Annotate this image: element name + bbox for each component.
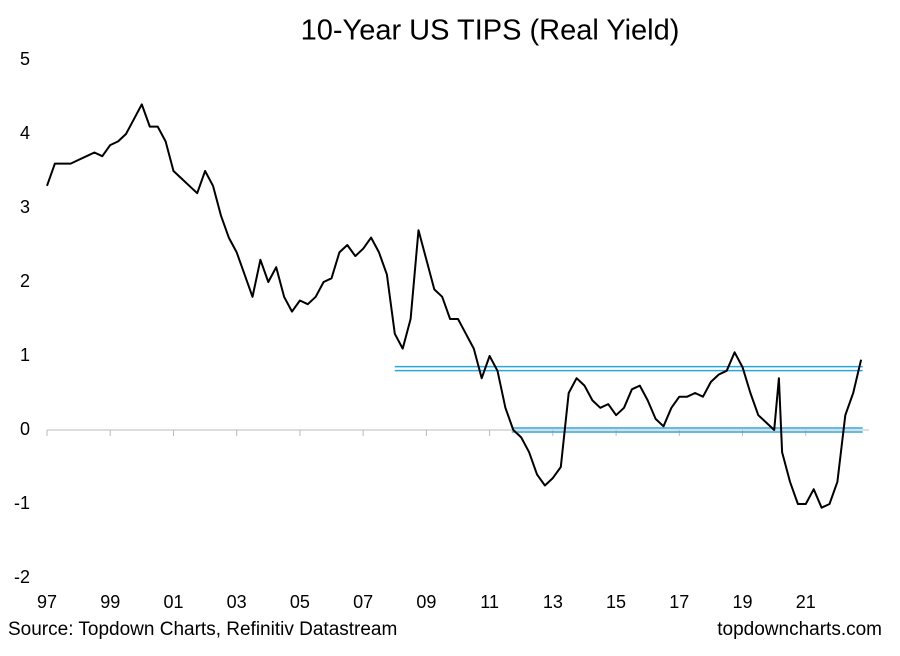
x-tick-label: 07 [353, 592, 373, 612]
x-tick-label: 03 [227, 592, 247, 612]
y-tick-label: -2 [14, 567, 30, 587]
x-tick-label: 01 [163, 592, 183, 612]
x-tick-label: 15 [606, 592, 626, 612]
source: Source: Topdown Charts, Refinitiv Datast… [8, 619, 397, 640]
x-tick-label: 13 [543, 592, 563, 612]
chart-title: 10-Year US TIPS (Real Yield) [301, 15, 680, 47]
x-tick-label: 05 [290, 592, 310, 612]
x-tick-label: 17 [669, 592, 689, 612]
y-tick-label: 2 [20, 271, 30, 291]
line [46, 103, 863, 509]
y-tick-label: 3 [20, 197, 30, 217]
x-tick-label: 11 [480, 592, 499, 612]
x-tick-label: 99 [100, 592, 120, 612]
y-tick-label: 4 [20, 123, 30, 143]
x-tick-label: 19 [733, 592, 753, 612]
y-tick-label: -1 [14, 493, 30, 513]
y-tick-label: 1 [20, 345, 30, 365]
watermark: topdowncharts.com [717, 619, 882, 640]
y-tick-label: 5 [20, 49, 30, 69]
y-tick-label: 0 [20, 419, 30, 439]
x-tick-label: 21 [796, 592, 816, 612]
x-tick-label: 97 [37, 592, 57, 612]
x-tick-label: 09 [416, 592, 436, 612]
